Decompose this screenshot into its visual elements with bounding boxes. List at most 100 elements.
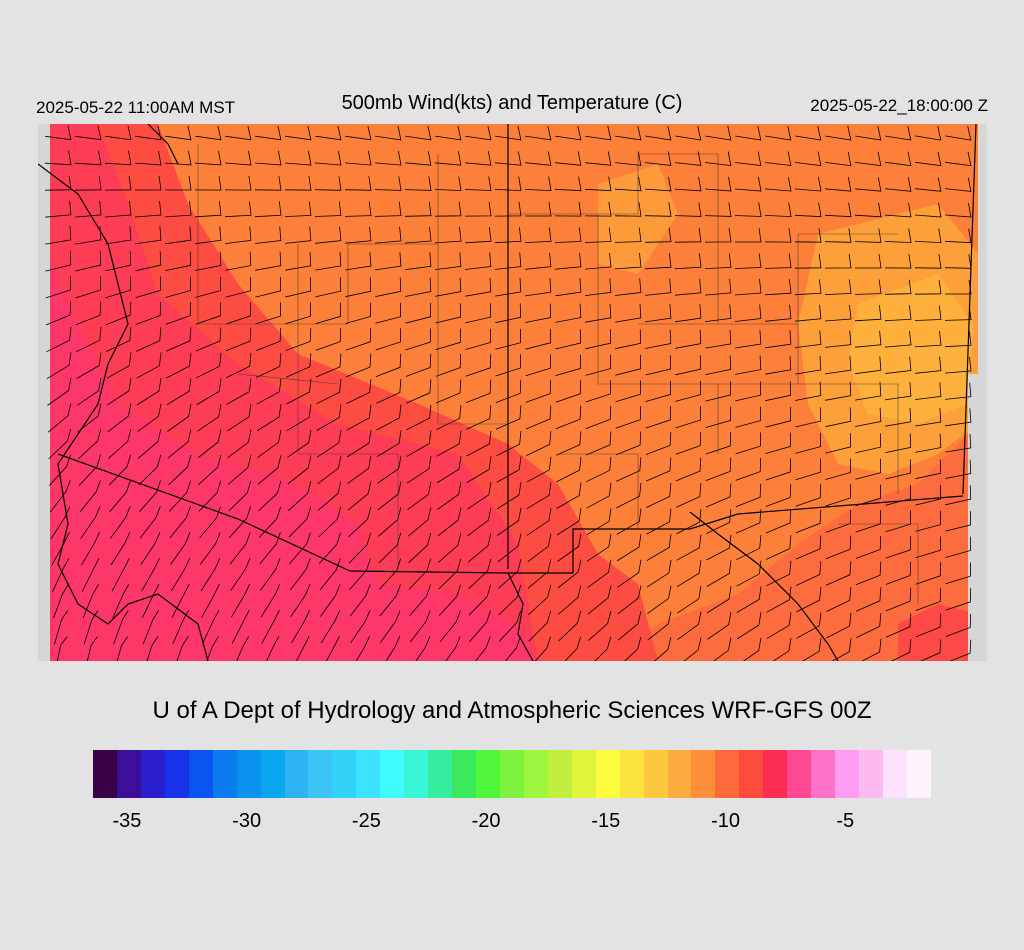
wind-barb <box>75 276 101 299</box>
wind-barb <box>586 508 612 536</box>
wind-barb <box>855 535 882 559</box>
wind-barb <box>465 125 492 141</box>
wind-barb <box>374 226 402 244</box>
wind-barb <box>172 610 190 645</box>
coastline-west <box>38 163 209 661</box>
wind-barb <box>617 611 642 641</box>
wind-barb <box>675 431 702 455</box>
wind-barb <box>75 251 102 272</box>
wind-barb <box>855 356 882 375</box>
wind-barb <box>884 330 912 348</box>
wind-barb <box>713 637 732 661</box>
wind-barb <box>945 485 972 506</box>
wind-barb <box>344 201 372 217</box>
wind-barb <box>77 377 102 406</box>
wind-barb <box>495 354 521 377</box>
wind-barb <box>285 302 311 325</box>
wind-barb <box>315 353 342 378</box>
wind-barb <box>554 202 582 217</box>
wind-barb <box>254 201 282 218</box>
wind-barb <box>377 455 402 484</box>
wind-barb <box>674 176 702 192</box>
wind-barb <box>495 328 522 350</box>
wind-barb <box>614 227 642 243</box>
wind-barb <box>647 611 672 641</box>
wind-barb <box>347 455 372 484</box>
wind-barb <box>405 328 431 351</box>
wind-barb <box>375 328 401 351</box>
wind-barb <box>116 636 129 661</box>
wind-barb <box>256 404 282 432</box>
wind-barb <box>437 481 462 510</box>
wind-barb <box>466 481 492 510</box>
wind-barb <box>825 509 852 533</box>
wind-barb <box>734 253 762 269</box>
wind-barb <box>795 330 822 348</box>
wind-barb <box>347 481 372 511</box>
wind-barb <box>345 277 372 298</box>
wind-barb <box>135 276 161 298</box>
colorbar-swatch <box>667 750 692 798</box>
wind-barb <box>345 302 371 324</box>
colorbar-swatch <box>811 750 836 798</box>
wind-barb <box>374 176 402 191</box>
wind-barb <box>45 200 72 218</box>
wind-barb <box>945 459 972 479</box>
wind-barb <box>555 329 582 350</box>
wind-barb <box>465 277 492 297</box>
wind-barb <box>736 560 762 587</box>
colorbar-swatch <box>643 750 668 798</box>
wind-barb <box>854 305 882 322</box>
wind-barb <box>236 636 250 661</box>
colorbar-swatch <box>164 750 189 798</box>
wind-barb <box>855 484 881 507</box>
wind-barb <box>528 610 552 642</box>
wind-barb <box>674 253 702 270</box>
wind-barb <box>255 125 282 141</box>
wind-barb <box>735 457 762 481</box>
wind-barb <box>945 126 972 141</box>
wind-barb <box>227 455 252 485</box>
wind-barb <box>885 561 912 585</box>
wind-barb <box>168 454 192 486</box>
wind-barb <box>171 584 190 618</box>
wind-barb <box>614 253 642 270</box>
wind-barb <box>945 177 972 192</box>
wind-barb <box>765 381 792 402</box>
wind-barb <box>525 379 552 403</box>
wind-barb <box>348 532 372 564</box>
wind-barb <box>434 227 462 244</box>
wind-barb <box>135 125 162 141</box>
wind-barb <box>706 586 732 614</box>
wind-barb <box>885 126 912 141</box>
wind-barb <box>674 202 702 217</box>
wind-barb <box>231 584 250 618</box>
wind-barb <box>105 301 132 326</box>
wind-barb <box>795 458 821 481</box>
wind-barb <box>885 151 912 167</box>
wind-barb <box>824 279 852 295</box>
wind-barb <box>260 584 281 618</box>
wind-barb <box>765 432 791 454</box>
wind-barb <box>915 177 942 192</box>
wind-barb <box>494 227 522 244</box>
wind-barb <box>317 455 342 485</box>
valid-time-label: 2025-05-22_18:00:00 Z <box>810 96 988 115</box>
wind-barb <box>166 378 192 406</box>
wind-barb <box>439 610 461 643</box>
wind-barb <box>111 558 130 592</box>
state-border-nm-tx <box>962 124 977 495</box>
wind-barb <box>885 459 912 480</box>
wind-barb <box>199 506 221 539</box>
wind-barb <box>435 379 462 404</box>
wind-barb <box>525 303 552 323</box>
wind-barb <box>915 408 942 427</box>
wind-barb <box>407 481 432 511</box>
wind-barb <box>378 532 402 564</box>
wind-barb <box>556 431 582 456</box>
wind-barb <box>104 200 132 218</box>
wind-barb <box>284 150 312 166</box>
wind-barb <box>765 330 792 349</box>
wind-barb <box>206 636 219 661</box>
wind-barb <box>705 483 732 508</box>
